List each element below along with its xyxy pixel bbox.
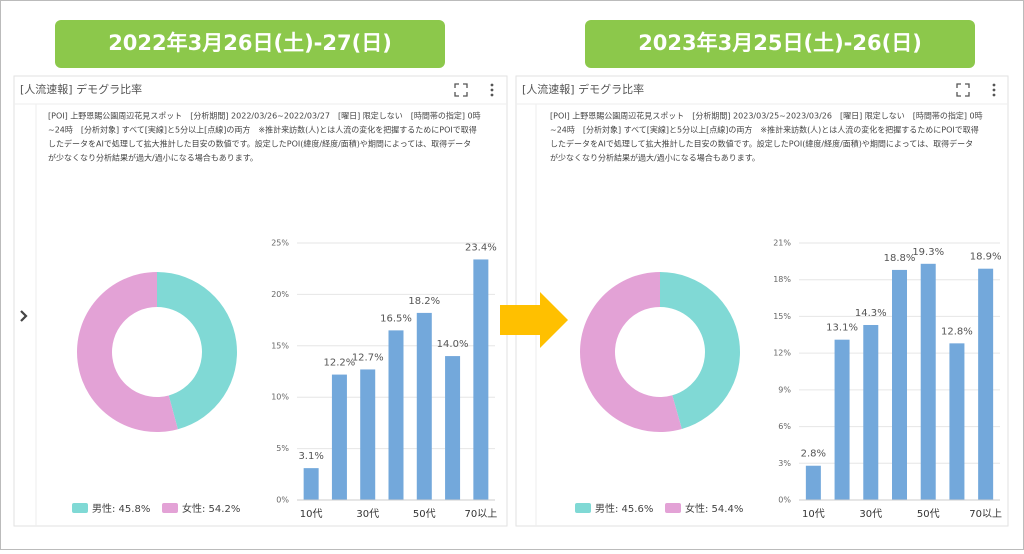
y-tick-label: 3% (778, 459, 791, 468)
panel-title: [人流速報] デモグラ比率 (522, 82, 644, 96)
data-label: 13.1% (826, 323, 858, 334)
data-label: 12.2% (324, 358, 356, 369)
y-tick-label: 15% (773, 312, 791, 321)
x-tick-label: 10代 (300, 508, 323, 520)
data-label: 19.3% (912, 247, 944, 258)
data-label: 2.8% (801, 449, 826, 460)
x-tick-label: 50代 (917, 508, 940, 520)
bar (331, 374, 347, 500)
banner-box (585, 20, 975, 68)
bar (920, 263, 936, 500)
description: が少なくなり分析結果が過大/過小になる場合もあります。 (550, 153, 760, 163)
bar (863, 324, 879, 500)
legend-swatch (162, 503, 178, 513)
bar (892, 269, 907, 500)
pie-slice (660, 272, 741, 429)
bar (949, 343, 965, 500)
expand-arrow[interactable] (20, 310, 28, 322)
y-tick-label: 12% (773, 349, 791, 358)
pie-slice (580, 272, 682, 432)
banner: 2023年3月25日(土)-26(日) (638, 31, 922, 55)
description: [POI] 上野恩賜公園周辺花見スポット [分析期間] 2022/03/26~2… (48, 111, 481, 121)
y-tick-label: 5% (276, 444, 289, 453)
description: が少なくなり分析結果が過大/過小になる場合もあります。 (48, 153, 258, 163)
legend-swatch (575, 503, 591, 513)
menu-icon[interactable] (490, 83, 996, 97)
x-tick-label: 50代 (413, 508, 436, 520)
y-tick-label: 20% (271, 290, 289, 299)
pie-slice (77, 272, 178, 433)
x-tick-label: 10代 (802, 508, 825, 520)
bar (360, 369, 376, 500)
y-tick-label: 18% (773, 275, 791, 284)
y-tick-label: 6% (778, 422, 791, 431)
banner: 2022年3月26日(土)-27(日) (108, 31, 392, 55)
panel-title: [人流速報] デモグラ比率 (20, 82, 142, 96)
data-label: 18.9% (970, 252, 1002, 263)
expand-icon[interactable] (454, 83, 970, 97)
legend-label: 女性: 54.2% (182, 502, 240, 515)
x-tick-label: 70以上 (464, 508, 497, 520)
bar (303, 468, 319, 500)
description: [POI] 上野恩賜公園周辺花見スポット [分析期間] 2023/03/25~2… (550, 111, 983, 121)
bar (416, 312, 432, 500)
legend-label: 男性: 45.8% (92, 502, 150, 515)
bar (805, 465, 821, 500)
data-label: 3.1% (298, 451, 323, 462)
y-tick-label: 21% (773, 239, 791, 248)
data-label: 18.8% (884, 253, 916, 264)
y-tick-label: 9% (778, 385, 791, 394)
y-tick-label: 15% (271, 341, 289, 350)
x-tick-label: 70以上 (969, 508, 1002, 520)
legend-swatch (72, 503, 88, 513)
y-tick-label: 25% (271, 239, 289, 248)
y-tick-label: 10% (271, 393, 289, 402)
description: したデータをAIで処理して拡大推計した目安の数値です。設定したPOI(緯度/経度… (48, 139, 471, 149)
data-label: 14.0% (437, 339, 469, 350)
y-tick-label: 0% (276, 496, 289, 505)
bar (388, 330, 404, 500)
data-label: 12.8% (941, 326, 973, 337)
bar (834, 339, 850, 500)
bar (445, 356, 461, 500)
data-label: 14.3% (855, 308, 887, 319)
data-label: 16.5% (380, 313, 412, 324)
banner-box (55, 20, 445, 68)
x-tick-label: 30代 (859, 508, 882, 520)
arrow (500, 292, 568, 348)
data-label: 18.2% (408, 296, 440, 307)
bar (978, 268, 994, 500)
x-tick-label: 30代 (356, 508, 379, 520)
y-tick-label: 0% (778, 496, 791, 505)
description: したデータをAIで処理して拡大推計した目安の数値です。設定したPOI(緯度/経度… (550, 139, 973, 149)
description: ~24時 [分析対象] すべて[実線]と5分以上[点線]の両方 ※推計来訪数(人… (48, 125, 477, 135)
legend-label: 男性: 45.6% (595, 502, 653, 515)
data-label: 23.4% (465, 242, 497, 253)
bar (473, 259, 489, 500)
pie-slice (157, 272, 238, 430)
legend-swatch (665, 503, 681, 513)
description: ~24時 [分析対象] すべて[実線]と5分以上[点線]の両方 ※推計来訪数(人… (550, 125, 979, 135)
data-label: 12.7% (352, 352, 384, 363)
legend-label: 女性: 54.4% (685, 502, 743, 515)
